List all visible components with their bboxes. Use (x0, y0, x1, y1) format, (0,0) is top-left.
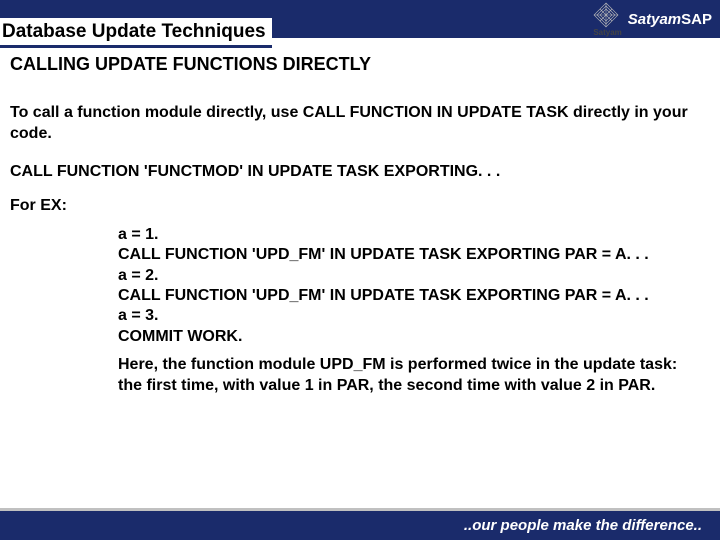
code-line: a = 3. (118, 306, 710, 326)
logo-group: Satyam SatyamSAP (593, 2, 712, 37)
slide-title: Database Update Techniques (0, 18, 272, 48)
code-line: a = 2. (118, 266, 710, 286)
intro-paragraph: To call a function module directly, use … (10, 103, 710, 145)
syntax-line: CALL FUNCTION 'FUNCTMOD' IN UPDATE TASK … (10, 163, 710, 181)
brand-text: SatyamSAP (628, 11, 712, 28)
satyam-logo: Satyam (593, 2, 621, 37)
example-label: For EX: (10, 197, 710, 215)
satyam-logo-text: Satyam (593, 29, 621, 37)
code-line: a = 1. (118, 225, 710, 245)
slide-content: CALLING UPDATE FUNCTIONS DIRECTLY To cal… (0, 38, 720, 397)
code-line: CALL FUNCTION 'UPD_FM' IN UPDATE TASK EX… (118, 286, 710, 306)
satyam-diamond-icon (593, 2, 619, 28)
brand-satyam: Satyam (628, 11, 681, 28)
brand-sap: SAP (681, 11, 712, 28)
footer-tagline: ..our people make the difference.. (464, 517, 702, 534)
code-example: a = 1. CALL FUNCTION 'UPD_FM' IN UPDATE … (118, 225, 710, 348)
code-line: CALL FUNCTION 'UPD_FM' IN UPDATE TASK EX… (118, 245, 710, 265)
slide-footer: ..our people make the difference.. (0, 508, 720, 540)
section-subtitle: CALLING UPDATE FUNCTIONS DIRECTLY (10, 54, 710, 75)
explanation-paragraph: Here, the function module UPD_FM is perf… (118, 355, 710, 397)
code-line: COMMIT WORK. (118, 327, 710, 347)
